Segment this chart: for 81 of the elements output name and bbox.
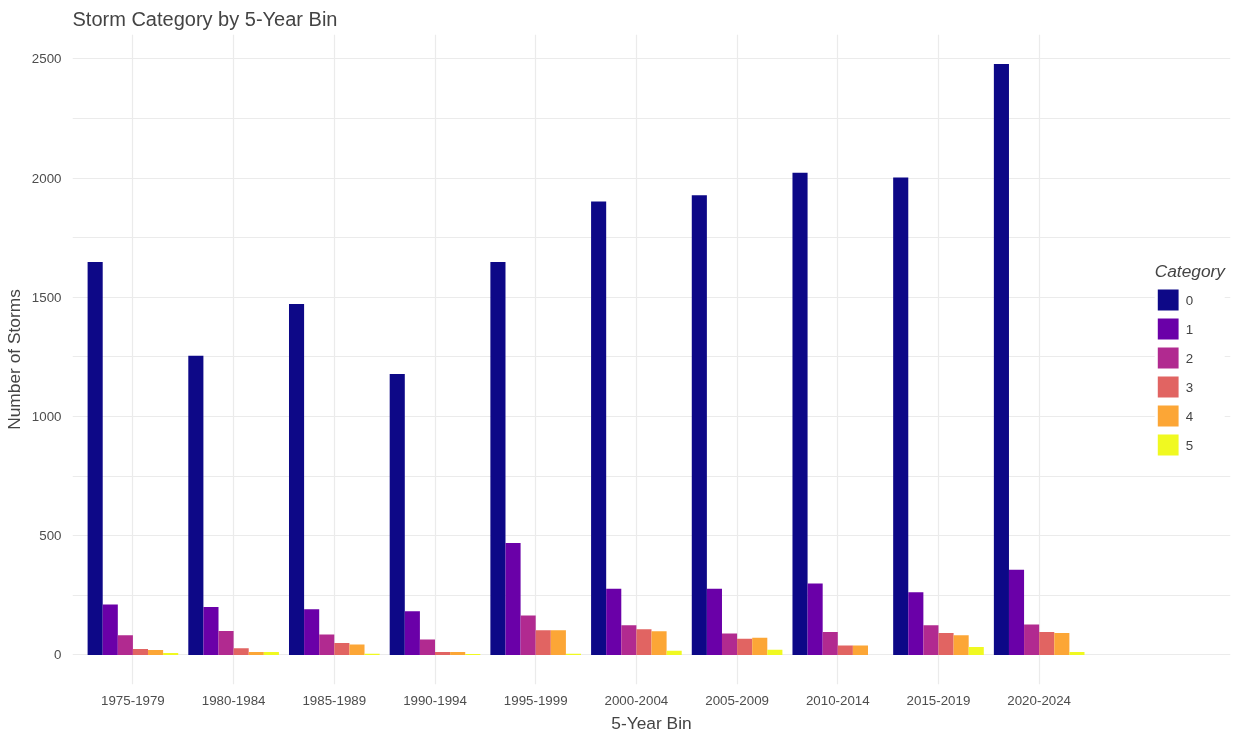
- x-tick-label: 2015-2019: [906, 692, 971, 708]
- bar: [148, 649, 164, 655]
- bar: [993, 64, 1009, 655]
- y-axis-title: Number of Storms: [3, 288, 24, 430]
- bar: [117, 635, 133, 655]
- bar: [389, 374, 405, 655]
- bar: [968, 647, 984, 655]
- x-tick-label: 1985-1989: [302, 692, 367, 708]
- bar: [807, 583, 823, 655]
- y-tick-label: 500: [39, 528, 62, 544]
- bar: [1069, 652, 1085, 655]
- x-axis-title: 5-Year Bin: [611, 712, 692, 733]
- x-tick-label: 1995-1999: [503, 692, 568, 708]
- y-tick-label: 1000: [31, 408, 62, 424]
- bar: [852, 645, 868, 655]
- bar: [520, 615, 536, 655]
- bar: [102, 604, 118, 655]
- x-tick-label: 1990-1994: [403, 692, 468, 708]
- bar: [938, 633, 954, 655]
- bar: [1054, 633, 1070, 655]
- bar: [87, 261, 103, 655]
- x-tick-label: 2010-2014: [805, 692, 871, 708]
- bar: [435, 652, 451, 655]
- bar: [752, 637, 768, 655]
- legend-label: 2: [1185, 350, 1195, 365]
- legend-label: 0: [1185, 292, 1195, 307]
- bar: [505, 543, 521, 655]
- bar: [349, 644, 365, 655]
- bar: [319, 634, 335, 655]
- bar: [334, 643, 350, 655]
- x-tick-label: 1975-1979: [101, 692, 165, 708]
- bar: [203, 607, 219, 655]
- y-tick-label: 2500: [31, 51, 62, 67]
- y-tick-label: 1500: [31, 289, 62, 305]
- x-tick-label: 2005-2009: [705, 692, 769, 708]
- bar: [691, 195, 707, 655]
- bar: [490, 261, 506, 655]
- bar: [404, 611, 420, 655]
- bar: [923, 625, 939, 655]
- bar: [737, 638, 753, 655]
- bar: [450, 652, 466, 655]
- bar: [606, 588, 622, 655]
- bar: [535, 630, 551, 655]
- bar: [550, 630, 566, 655]
- bar: [837, 645, 853, 655]
- bar: [908, 592, 924, 655]
- bar: [591, 201, 607, 655]
- bar: [233, 648, 249, 655]
- bar: [636, 629, 652, 655]
- legend-label: 1: [1185, 321, 1195, 336]
- y-tick-label: 0: [54, 647, 62, 663]
- bar: [651, 631, 667, 655]
- bar: [1008, 569, 1025, 655]
- y-tick-label: 2000: [31, 170, 62, 186]
- bar: [218, 631, 234, 655]
- bar: [767, 649, 783, 655]
- bar: [419, 639, 435, 655]
- x-tick-label: 2000-2004: [604, 692, 669, 708]
- x-tick-label: 1980-1984: [201, 692, 267, 708]
- bar: [792, 172, 808, 655]
- bar: [263, 652, 279, 655]
- legend-title: Category: [1154, 260, 1225, 282]
- bar: [248, 652, 264, 655]
- bar: [188, 355, 204, 655]
- x-tick-label: 2020-2024: [1007, 692, 1072, 708]
- bar: [822, 632, 838, 655]
- bar: [1039, 632, 1055, 655]
- bar: [1024, 624, 1040, 655]
- bar: [621, 625, 637, 655]
- bar: [289, 303, 305, 655]
- bar: [706, 588, 722, 655]
- bar: [893, 177, 909, 655]
- bar: [304, 609, 320, 655]
- legend-label: 4: [1185, 408, 1195, 423]
- bar: [132, 648, 149, 655]
- bar: [953, 635, 969, 655]
- legend-label: 5: [1185, 437, 1195, 452]
- bar: [666, 650, 682, 655]
- chart-title: Storm Category by 5-Year Bin: [72, 7, 338, 30]
- legend-label: 3: [1185, 379, 1195, 394]
- bar: [721, 633, 738, 655]
